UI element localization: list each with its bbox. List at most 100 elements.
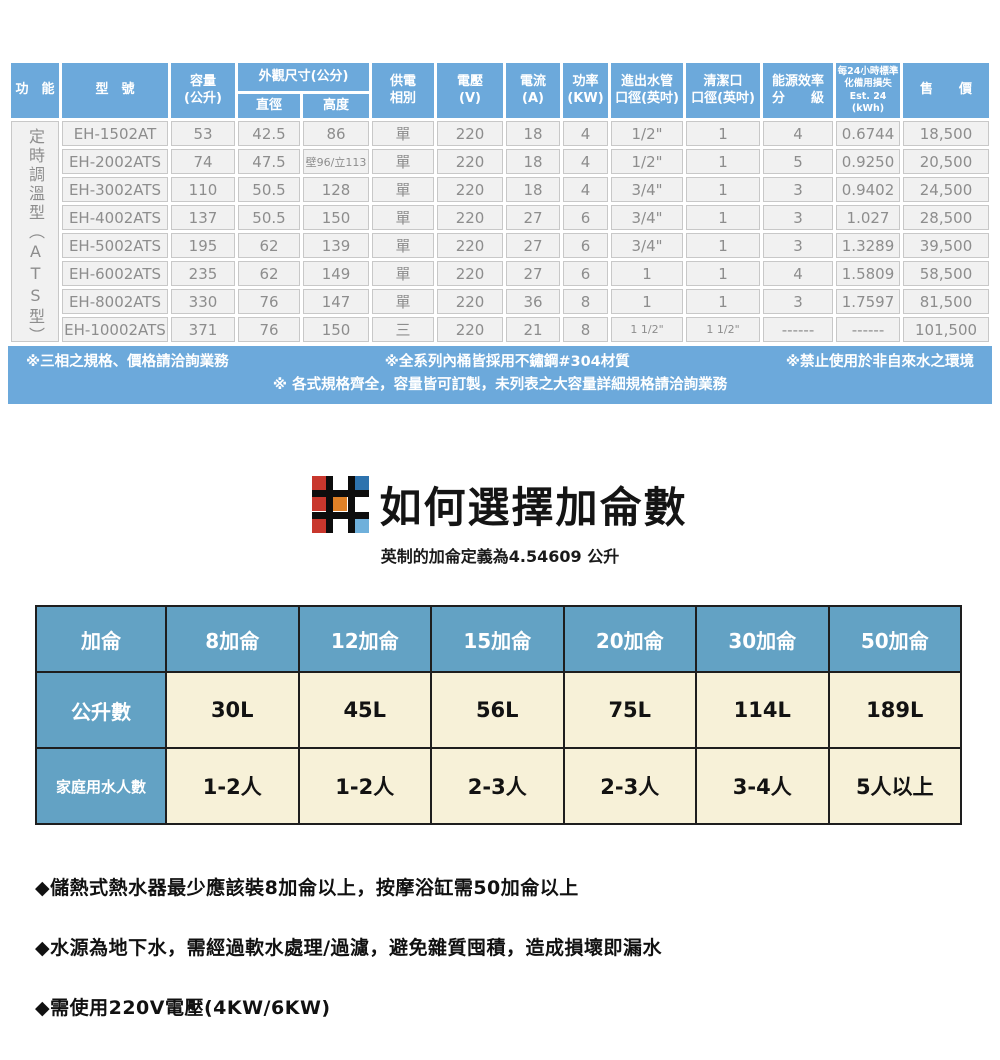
col-header-price: 售 價	[903, 63, 990, 118]
energy-cell: 4	[763, 121, 834, 146]
power-cell: 4	[563, 121, 609, 146]
phase-cell: 單	[372, 261, 435, 286]
spec-row: EH-8002ATS 330 76 147 單 220 36 8 1 1 3 1…	[11, 289, 990, 314]
standby-loss-cell: 1.7597	[836, 289, 901, 314]
liters-cell: 189L	[827, 671, 962, 749]
gallon-col-header: 15加侖	[430, 605, 565, 673]
voltage-cell: 220	[437, 233, 504, 258]
inlet-cell: 1 1/2"	[611, 317, 684, 342]
price-cell: 101,500	[903, 317, 990, 342]
people-cell: 3-4人	[695, 747, 830, 825]
energy-cell: 3	[763, 233, 834, 258]
height-cell: 139	[303, 233, 370, 258]
capacity-cell: 53	[171, 121, 235, 146]
power-cell: 8	[563, 317, 609, 342]
power-cell: 6	[563, 261, 609, 286]
model-cell: EH-4002ATS	[62, 205, 168, 230]
gallon-col-header: 8加侖	[165, 605, 300, 673]
standby-loss-cell: ------	[836, 317, 901, 342]
current-cell: 27	[506, 261, 561, 286]
gallon-col-header: 30加侖	[695, 605, 830, 673]
spec-footnotes-band: ※三相之規格、價格請洽詢業務 ※全系列內桶皆採用不鏽鋼#304材質 ※禁止使用於…	[8, 346, 992, 404]
power-cell: 4	[563, 149, 609, 174]
height-cell: 150	[303, 205, 370, 230]
liters-cell: 56L	[430, 671, 565, 749]
standby-loss-cell: 1.5809	[836, 261, 901, 286]
inlet-cell: 1/2"	[611, 121, 684, 146]
col-header-function: 功 能	[11, 63, 59, 118]
liters-cell: 75L	[562, 671, 697, 749]
energy-cell: 3	[763, 205, 834, 230]
voltage-cell: 220	[437, 261, 504, 286]
gallon-table: 加侖 8加侖 12加侖 15加侖 20加侖 30加侖 50加侖 公升數 30L …	[35, 605, 962, 825]
clean-cell: 1 1/2"	[686, 317, 761, 342]
col-header-capacity: 容量 (公升)	[171, 63, 235, 118]
col-header-current: 電流 (A)	[506, 63, 561, 118]
price-cell: 39,500	[903, 233, 990, 258]
people-cell: 1-2人	[297, 747, 432, 825]
height-cell: 86	[303, 121, 370, 146]
model-cell: EH-2002ATS	[62, 149, 168, 174]
diameter-cell: 50.5	[238, 205, 300, 230]
col-header-inlet-pipe: 進出水管 口徑(英吋)	[611, 63, 684, 118]
standby-loss-cell: 0.6744	[836, 121, 901, 146]
col-header-diameter: 直徑	[238, 94, 300, 118]
price-cell: 20,500	[903, 149, 990, 174]
col-header-dimensions: 外觀尺寸(公分)	[238, 63, 370, 91]
current-cell: 18	[506, 121, 561, 146]
gallon-col-header: 50加侖	[827, 605, 962, 673]
col-header-power: 功率 (KW)	[563, 63, 609, 118]
standby-loss-cell: 0.9250	[836, 149, 901, 174]
height-cell: 149	[303, 261, 370, 286]
spec-row: EH-5002ATS 195 62 139 單 220 27 6 3/4" 1 …	[11, 233, 990, 258]
energy-cell: 4	[763, 261, 834, 286]
spec-footnotes-row1: ※三相之規格、價格請洽詢業務 ※全系列內桶皆採用不鏽鋼#304材質 ※禁止使用於…	[8, 351, 992, 374]
inlet-cell: 3/4"	[611, 177, 684, 202]
spec-row: EH-3002ATS 110 50.5 128 單 220 18 4 3/4" …	[11, 177, 990, 202]
power-cell: 6	[563, 205, 609, 230]
people-cell: 2-3人	[430, 747, 565, 825]
col-header-clean-port: 清潔口 口徑(英吋)	[686, 63, 761, 118]
spec-row: EH-4002ATS 137 50.5 150 單 220 27 6 3/4" …	[11, 205, 990, 230]
function-type-label: 定時調溫型（ATS型）	[11, 121, 59, 342]
model-cell: EH-6002ATS	[62, 261, 168, 286]
capacity-cell: 330	[171, 289, 235, 314]
spec-row: EH-2002ATS 74 47.5 壁96/立113 單 220 18 4 1…	[11, 149, 990, 174]
diameter-cell: 62	[238, 233, 300, 258]
col-header-voltage: 電壓 (V)	[437, 63, 504, 118]
spec-table: 功 能 型 號 容量 (公升) 外觀尺寸(公分) 供電 相別 電壓 (V) 電流…	[8, 60, 992, 345]
clean-cell: 1	[686, 149, 761, 174]
inlet-cell: 1/2"	[611, 149, 684, 174]
people-row-label: 家庭用水人數	[35, 747, 167, 825]
model-cell: EH-10002ATS	[62, 317, 168, 342]
clean-cell: 1	[686, 289, 761, 314]
clean-cell: 1	[686, 261, 761, 286]
model-cell: EH-8002ATS	[62, 289, 168, 314]
current-cell: 18	[506, 149, 561, 174]
col-header-phase: 供電 相別	[372, 63, 435, 118]
phase-cell: 單	[372, 205, 435, 230]
model-cell: EH-1502AT	[62, 121, 168, 146]
liters-row: 公升數 30L 45L 56L 75L 114L 189L	[35, 671, 962, 749]
liters-cell: 45L	[297, 671, 432, 749]
power-cell: 6	[563, 233, 609, 258]
capacity-cell: 74	[171, 149, 235, 174]
diameter-cell: 76	[238, 289, 300, 314]
section-subtitle: 英制的加侖定義為4.54609 公升	[380, 547, 620, 566]
capacity-cell: 195	[171, 233, 235, 258]
height-cell: 150	[303, 317, 370, 342]
voltage-cell: 220	[437, 177, 504, 202]
phase-cell: 單	[372, 121, 435, 146]
colored-grid-hash-icon	[312, 476, 370, 533]
phase-cell: 單	[372, 289, 435, 314]
inlet-cell: 1	[611, 261, 684, 286]
diameter-cell: 42.5	[238, 121, 300, 146]
current-cell: 27	[506, 233, 561, 258]
people-cell: 2-3人	[562, 747, 697, 825]
standby-loss-cell: 1.027	[836, 205, 901, 230]
gallon-section-header: 如何選擇加侖數	[0, 474, 1000, 535]
inlet-cell: 3/4"	[611, 205, 684, 230]
height-cell: 壁96/立113	[303, 149, 370, 174]
inlet-cell: 3/4"	[611, 233, 684, 258]
price-cell: 58,500	[903, 261, 990, 286]
